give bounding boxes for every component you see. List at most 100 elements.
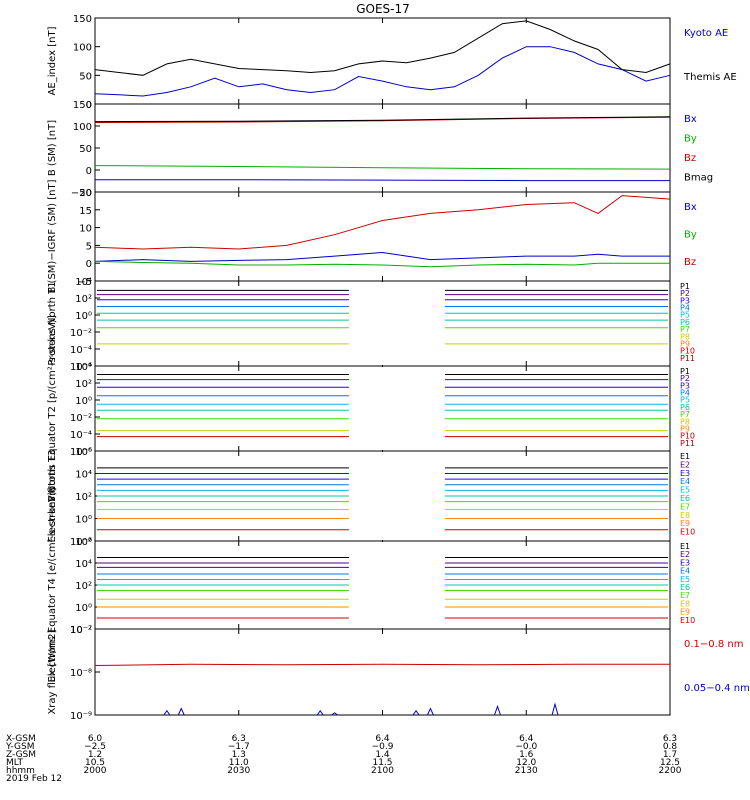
- ephemeris-row-label: Z-GSM: [6, 750, 36, 760]
- legend-label: Bx: [684, 202, 697, 213]
- ephemeris-value: 6.3: [232, 734, 246, 744]
- legend-label: P6: [680, 403, 690, 412]
- legend-label: E3: [680, 558, 690, 567]
- series-spike: [316, 709, 324, 716]
- legend-label: P3: [680, 381, 690, 390]
- series-spike: [412, 709, 420, 716]
- panel-frame: [94, 191, 671, 282]
- y-tick-label: 10⁴: [75, 470, 92, 481]
- y-tick-label: 10⁻⁷: [70, 625, 92, 636]
- y-tick-label: 10⁻⁸: [70, 668, 92, 679]
- panel-7: 10⁶ 10⁴ 10² 10⁰ 10⁻² Electrons Equator T4 [e/…: [47, 487, 695, 682]
- ephemeris-value: 6.3: [663, 734, 677, 744]
- legend-label: E1: [680, 452, 690, 461]
- y-tick-label: 150: [73, 14, 92, 25]
- legend-label: E10: [680, 616, 695, 625]
- data-gap: [348, 282, 445, 365]
- y-tick-label: 10²: [75, 581, 92, 592]
- ephemeris-value: 1.7: [663, 750, 677, 760]
- legend-label: P1: [680, 282, 690, 291]
- legend-label: Bmag: [684, 172, 713, 183]
- panel-2: −50 0 50 100 150 B (SM) [nT] Bx By Bz Bmag: [47, 100, 713, 199]
- panel-frame: [94, 628, 671, 716]
- y-tick-label: 10⁶: [75, 537, 92, 548]
- y-axis-label: Protons North T1: [47, 281, 58, 365]
- ephemeris-value: 1.4: [375, 750, 390, 760]
- y-tick-label: 10⁴: [75, 362, 92, 373]
- plot-title: GOES-17: [356, 2, 410, 16]
- legend-label: P3: [680, 296, 690, 305]
- y-tick-label: 10: [79, 224, 92, 235]
- ephemeris-value: 11.0: [229, 758, 249, 768]
- series-line: [94, 46, 671, 97]
- panel-5: 10⁴ 10² 10⁰ 10⁻² 10⁻⁴ 10⁻⁶ Protons Equator T2 …: [47, 315, 695, 502]
- legend-label: P2: [680, 289, 690, 298]
- panel-8: 10⁻⁷ 10⁻⁸ 10⁻⁹ Xray flux [W/m2] 0.1−0.8 nm 0.…: [47, 625, 750, 722]
- y-tick-label: 5: [86, 241, 92, 252]
- legend-label: E1: [680, 542, 690, 551]
- legend-label: E9: [680, 519, 690, 528]
- y-tick-label: 10⁰: [75, 603, 92, 614]
- legend-label: E6: [680, 494, 690, 503]
- ephemeris-row-label: MLT: [6, 758, 24, 768]
- legend-label: 0.05−0.4 nm: [684, 683, 750, 694]
- ephemeris-value: 6.0: [88, 734, 103, 744]
- legend-label: E2: [680, 460, 690, 469]
- y-axis-label: Protons Equator T2 [p/(cm²-s-sr-keV)]: [47, 315, 58, 502]
- legend-label: By: [684, 230, 697, 241]
- ephemeris-row-label: X-GSM: [6, 734, 36, 744]
- ephemeris-value: 1.3: [232, 750, 246, 760]
- y-tick-label: 10⁴: [75, 277, 92, 288]
- legend-label: E7: [680, 502, 690, 511]
- y-tick-label: 100: [73, 43, 92, 54]
- legend-label: P6: [680, 318, 690, 327]
- y-tick-label: 10⁶: [75, 447, 92, 458]
- ephemeris-value: 6.4: [375, 734, 390, 744]
- y-tick-label: 10²: [75, 492, 92, 503]
- ephemeris-value: 2130: [515, 766, 538, 776]
- legend-label: Bx: [684, 114, 697, 125]
- y-tick-label: 10²: [75, 379, 92, 390]
- ephemeris-value: 1.6: [519, 750, 534, 760]
- legend-label: P8: [680, 417, 690, 426]
- legend-label: P11: [680, 439, 695, 448]
- ephemeris-value: 10.5: [85, 758, 105, 768]
- legend-label: E7: [680, 591, 690, 600]
- ephemeris-value: 12.0: [516, 758, 536, 768]
- ephemeris-value: 12.5: [660, 758, 680, 768]
- legend-label: P9: [680, 339, 690, 348]
- y-tick-label: 10⁰: [75, 515, 92, 526]
- ephemeris-value: −0.0: [515, 742, 537, 752]
- legend-label: P10: [680, 432, 695, 441]
- legend-label: Themis AE: [683, 72, 737, 83]
- series-spike: [177, 707, 185, 716]
- series-line: [94, 260, 670, 268]
- y-tick-label: 20: [79, 188, 92, 199]
- y-tick-label: 10⁻⁹: [70, 711, 92, 722]
- y-tick-label: 50: [79, 71, 92, 82]
- y-tick-label: 150: [73, 100, 92, 111]
- series-line: [94, 663, 670, 666]
- y-tick-label: 50: [79, 144, 92, 155]
- ephemeris-value: 2030: [227, 766, 250, 776]
- legend-label: P10: [680, 347, 695, 356]
- ephemeris-value: 2200: [659, 766, 682, 776]
- data-gap: [348, 367, 445, 450]
- y-tick-label: −5: [77, 277, 92, 288]
- legend-label: P4: [680, 304, 690, 313]
- legend-label: P2: [680, 374, 690, 383]
- ephemeris-value: 2000: [84, 766, 107, 776]
- y-tick-label: 10⁻²: [70, 328, 92, 339]
- y-tick-label: 10⁻⁶: [70, 447, 92, 458]
- legend-label: P1: [680, 367, 690, 376]
- legend-label: E8: [680, 511, 690, 520]
- legend-label: P5: [680, 396, 690, 405]
- legend-label: E5: [680, 486, 690, 495]
- y-tick-label: 0: [86, 259, 92, 270]
